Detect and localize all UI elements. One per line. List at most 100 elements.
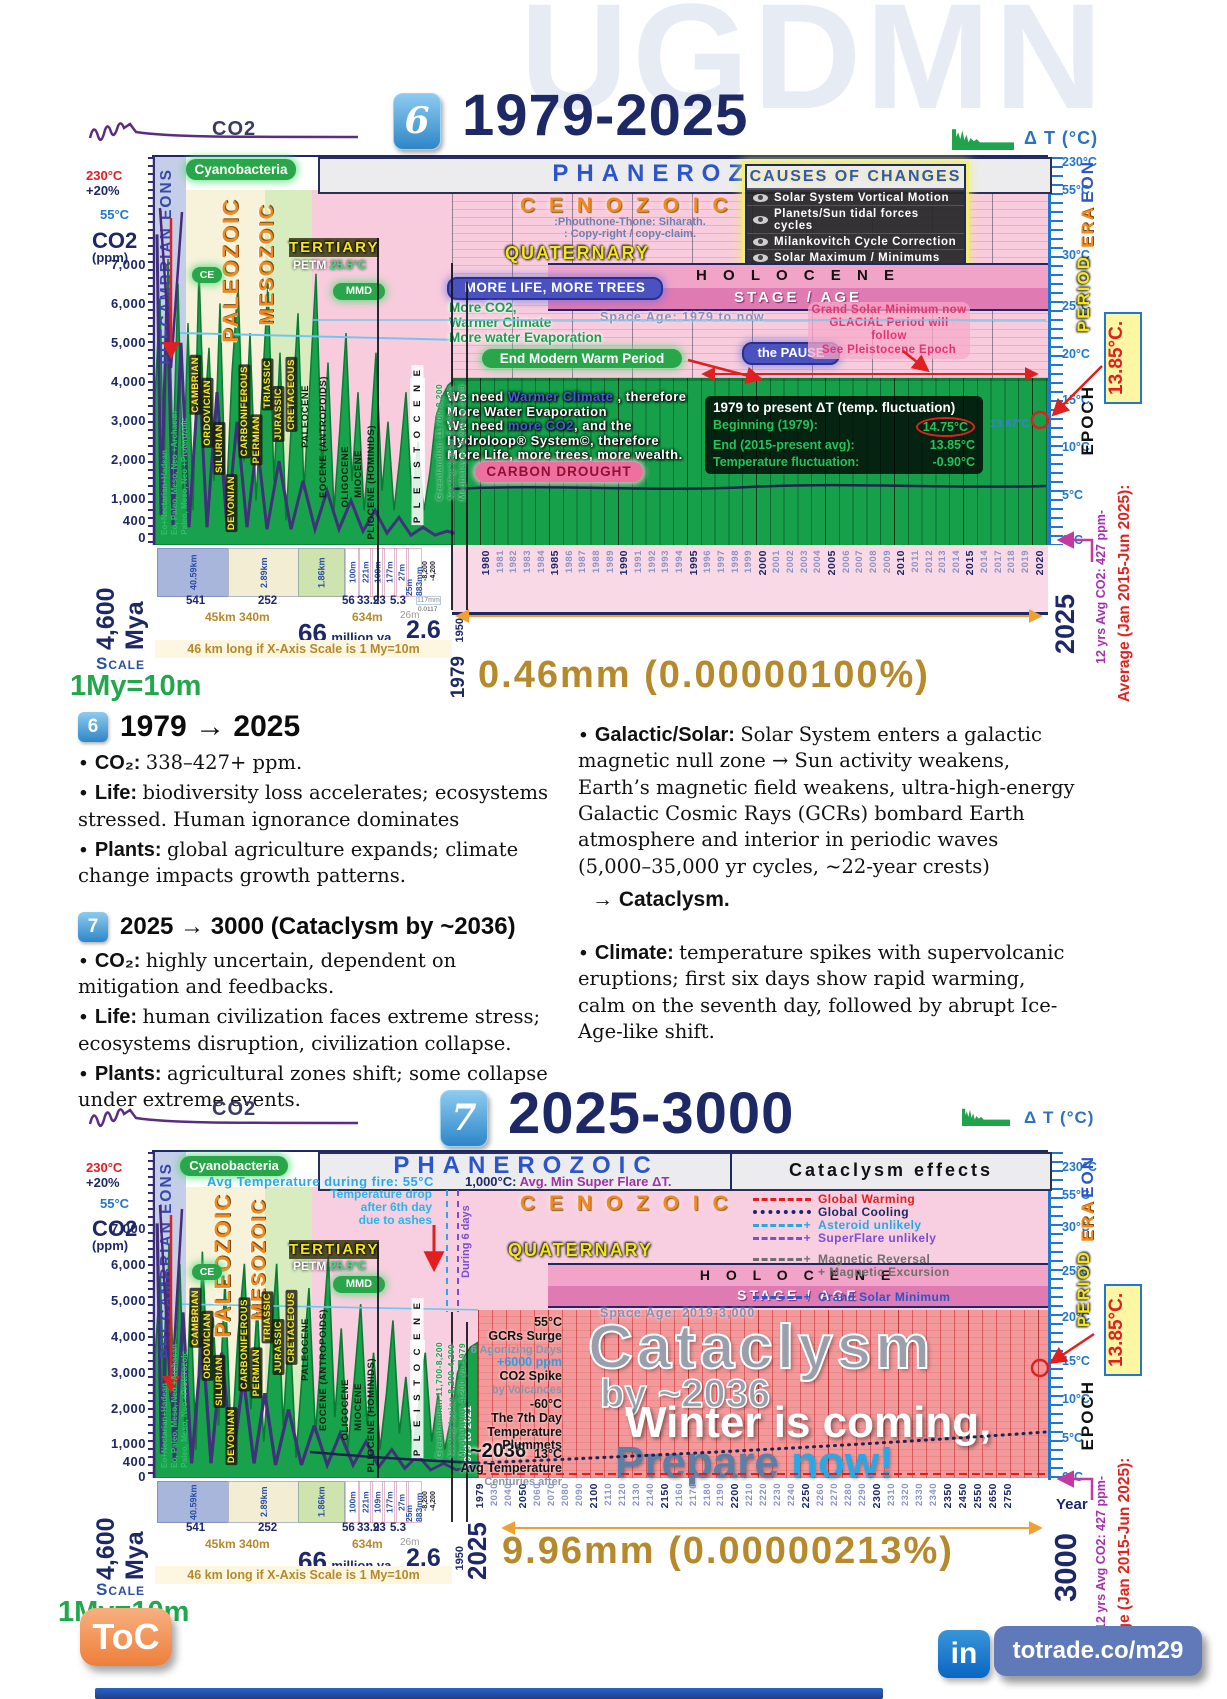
precambrian-sub-label: Eo, Paleo, Meso, Neo +Archaean [170, 1344, 179, 1468]
toc-button[interactable]: ToC [80, 1608, 172, 1666]
precambrian-sub-label: Eo, Paleo, Meso, Neo +Archaean [170, 411, 179, 535]
bullet-text: 338–427+ ppm. [145, 751, 303, 774]
galactic-bullets: Galactic/Solar: Solar System enters a ga… [578, 722, 1076, 880]
cause-label: Solar Maximum / Minimums [774, 251, 940, 264]
year-label: 2013 [937, 550, 949, 574]
chart2-right-axis [1048, 1152, 1063, 1480]
distance-box-label: -4,200 [430, 561, 437, 582]
linkedin-icon[interactable]: in [938, 1630, 990, 1678]
year-label: 2200 [729, 1483, 742, 1509]
chart1-title: 1979-2025 [462, 83, 749, 148]
boundary-number: 541 [186, 595, 206, 607]
chart2-total-45km: 45km 340m [205, 1537, 270, 1551]
geo-period-label: EOCENE (ANTROPOIDS) [318, 1309, 329, 1431]
geo-period-label: SILURIAN [214, 1355, 226, 1408]
geo-period-label: EOCENE (ANTROPOIDS) [318, 376, 329, 498]
eye-icon [753, 253, 768, 262]
chart2-55c-label: 55°C [100, 1196, 130, 1211]
legend-label: + Magnetic Excursion [818, 1265, 950, 1279]
year-label: 2010 [895, 550, 908, 576]
chart1-lower-pink-box [452, 545, 1048, 615]
year-label: 2170 [687, 1483, 699, 1507]
chart1-petm-label: PETM 25.5°C [293, 258, 367, 272]
year-label: 1993 [660, 550, 672, 574]
year-label: 2020 [1033, 550, 1046, 576]
chart1-left-axis [148, 157, 155, 545]
geo-period-label: TRIASSIC [262, 1290, 274, 1343]
boundary-number: 5.3 [390, 1522, 406, 1534]
year-label: 2190 [715, 1483, 727, 1507]
dt-row-value: -0.90°C [932, 454, 975, 469]
geo-period-label: CAMBRIAN [190, 1288, 202, 1348]
dt-axis-label-2: Δ T (°C) [1024, 1108, 1095, 1127]
tick-label: 20°C [1062, 1310, 1090, 1324]
dt-row-value: 14.75°C [915, 417, 975, 438]
tick-label: 4,000 [110, 374, 146, 389]
chart2-result: 9.96mm (0.00000213%) [502, 1530, 954, 1572]
eye-icon [753, 193, 768, 202]
legend-label: Grand Solar Minimum [818, 1290, 951, 1304]
chart2-avg-temp-vertical: Average (Jan 2015-Jun 2025): [1116, 1457, 1133, 1675]
boundary-number: 252 [258, 595, 278, 607]
distance-box-label: 25m 883mm [404, 548, 424, 597]
more-co2-block: More CO2, Warmer Climate More water Evapor… [449, 300, 602, 345]
causes-of-changes-box: CAUSES OF CHANGES Solar System Vortical … [745, 164, 966, 285]
year-label: 2260 [815, 1483, 827, 1507]
chart2-scale-label: Scale [96, 1580, 146, 1599]
geo-period-label: MIOCENE [353, 450, 364, 498]
tick-label: 6,000 [110, 1257, 146, 1272]
chart2-ppm-label: (ppm) [92, 1238, 129, 1253]
geo-period-label: JURASSIC [273, 1318, 285, 1375]
boundary-number: 23 [373, 1522, 386, 1534]
year-label: 1982 [508, 550, 520, 574]
chart1-co2-axis-title: CO2 [92, 228, 138, 253]
dt-box-rows: Beginning (1979): 14.75°C End (2015-presen… [713, 417, 975, 470]
year-label: 2180 [701, 1483, 713, 1507]
chart2-co2-axis-title: CO2 [92, 1216, 138, 1241]
chart1-1950: 1950 [454, 618, 466, 643]
section7-badge: 7 [78, 911, 108, 942]
chart2-top-border [152, 1150, 1048, 1152]
year-label: 2450 [956, 1483, 969, 1509]
legend-label: SuperFlare unlikely [818, 1231, 937, 1245]
boundary-number: 56 [342, 595, 355, 607]
geo-period-label: MIOCENE [353, 1383, 364, 1431]
geo-period-label: PERMIAN [251, 1346, 263, 1398]
gsm-line: GLACIAL Period will follow [829, 317, 949, 343]
tick-label: 5°C [1062, 1431, 1083, 1445]
chart2-2025-marker: 2025 [462, 1522, 492, 1580]
boundary-number: 56 [342, 1522, 355, 1534]
year-label: 2008 [867, 550, 879, 574]
totrade-link[interactable]: totrade.co/m29 [994, 1626, 1202, 1676]
dt-axis-label-1: Δ T (°C) [1024, 128, 1099, 148]
bullet-lead: Climate: [594, 942, 674, 965]
chart1-2025-marker: 2025 [1050, 593, 1080, 654]
geo-period-label: ORDOVICIAN [202, 1311, 214, 1381]
chart1-avg-co2-vertical: 12 yrs Avg CO2: 427 ppm- [1094, 510, 1108, 664]
more-co2-line: Warmer Climate [449, 315, 552, 331]
chart2-year-word: Year [1056, 1496, 1088, 1513]
chart1-ce-pill: CE [192, 267, 222, 283]
bullet-lead: Plants: [94, 1063, 162, 1086]
geo-period-label: JURASSIC [273, 385, 285, 442]
chart1-paleozoic-label: PALEOZOIC [218, 198, 243, 343]
chart2-3000-marker: 3000 [1048, 1533, 1083, 1602]
year-label: 2014 [979, 550, 991, 574]
year-label: 2290 [857, 1483, 869, 1507]
year-label: 2330 [914, 1483, 926, 1507]
tick-label: 400 [122, 513, 146, 528]
tick-label: 3,000 [110, 413, 146, 428]
year-label: 2160 [673, 1483, 685, 1507]
dt-row-label: Temperature fluctuation: [713, 454, 860, 469]
chart2-axis-note-strip: 46 km long if X-Axis Scale is 1 My=10m [155, 1566, 452, 1584]
bullet-item: Plants: global agriculture expands; clim… [78, 837, 558, 890]
we-need-line: We need Warmer Climate , therefore [447, 389, 687, 404]
temp-drop-line: due to ashes [358, 1213, 432, 1228]
year-label: 2350 [941, 1483, 954, 1509]
chart1-copyright: :Phouthone-Thone: Siharath.: Copy-right … [554, 216, 706, 240]
year-label: 1996 [702, 550, 714, 574]
chart1-total-45km: 45km 340m [205, 610, 270, 624]
year-label: 2003 [798, 550, 810, 574]
section-6-badge: 6 [393, 93, 441, 150]
chart2-precambrian-label: PRECAMBRIAN EONS [158, 1162, 175, 1359]
